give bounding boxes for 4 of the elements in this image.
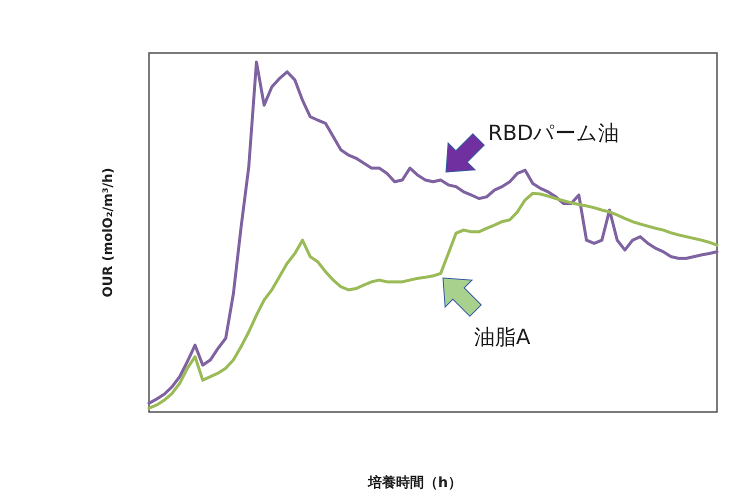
text: 油脂A <box>474 325 531 349</box>
y-axis-title: OUR (molO₂/m³/h) <box>101 168 116 298</box>
x-axis-title: 培養時間（h） <box>367 474 462 491</box>
series-label: RBDパーム油 <box>488 121 620 145</box>
